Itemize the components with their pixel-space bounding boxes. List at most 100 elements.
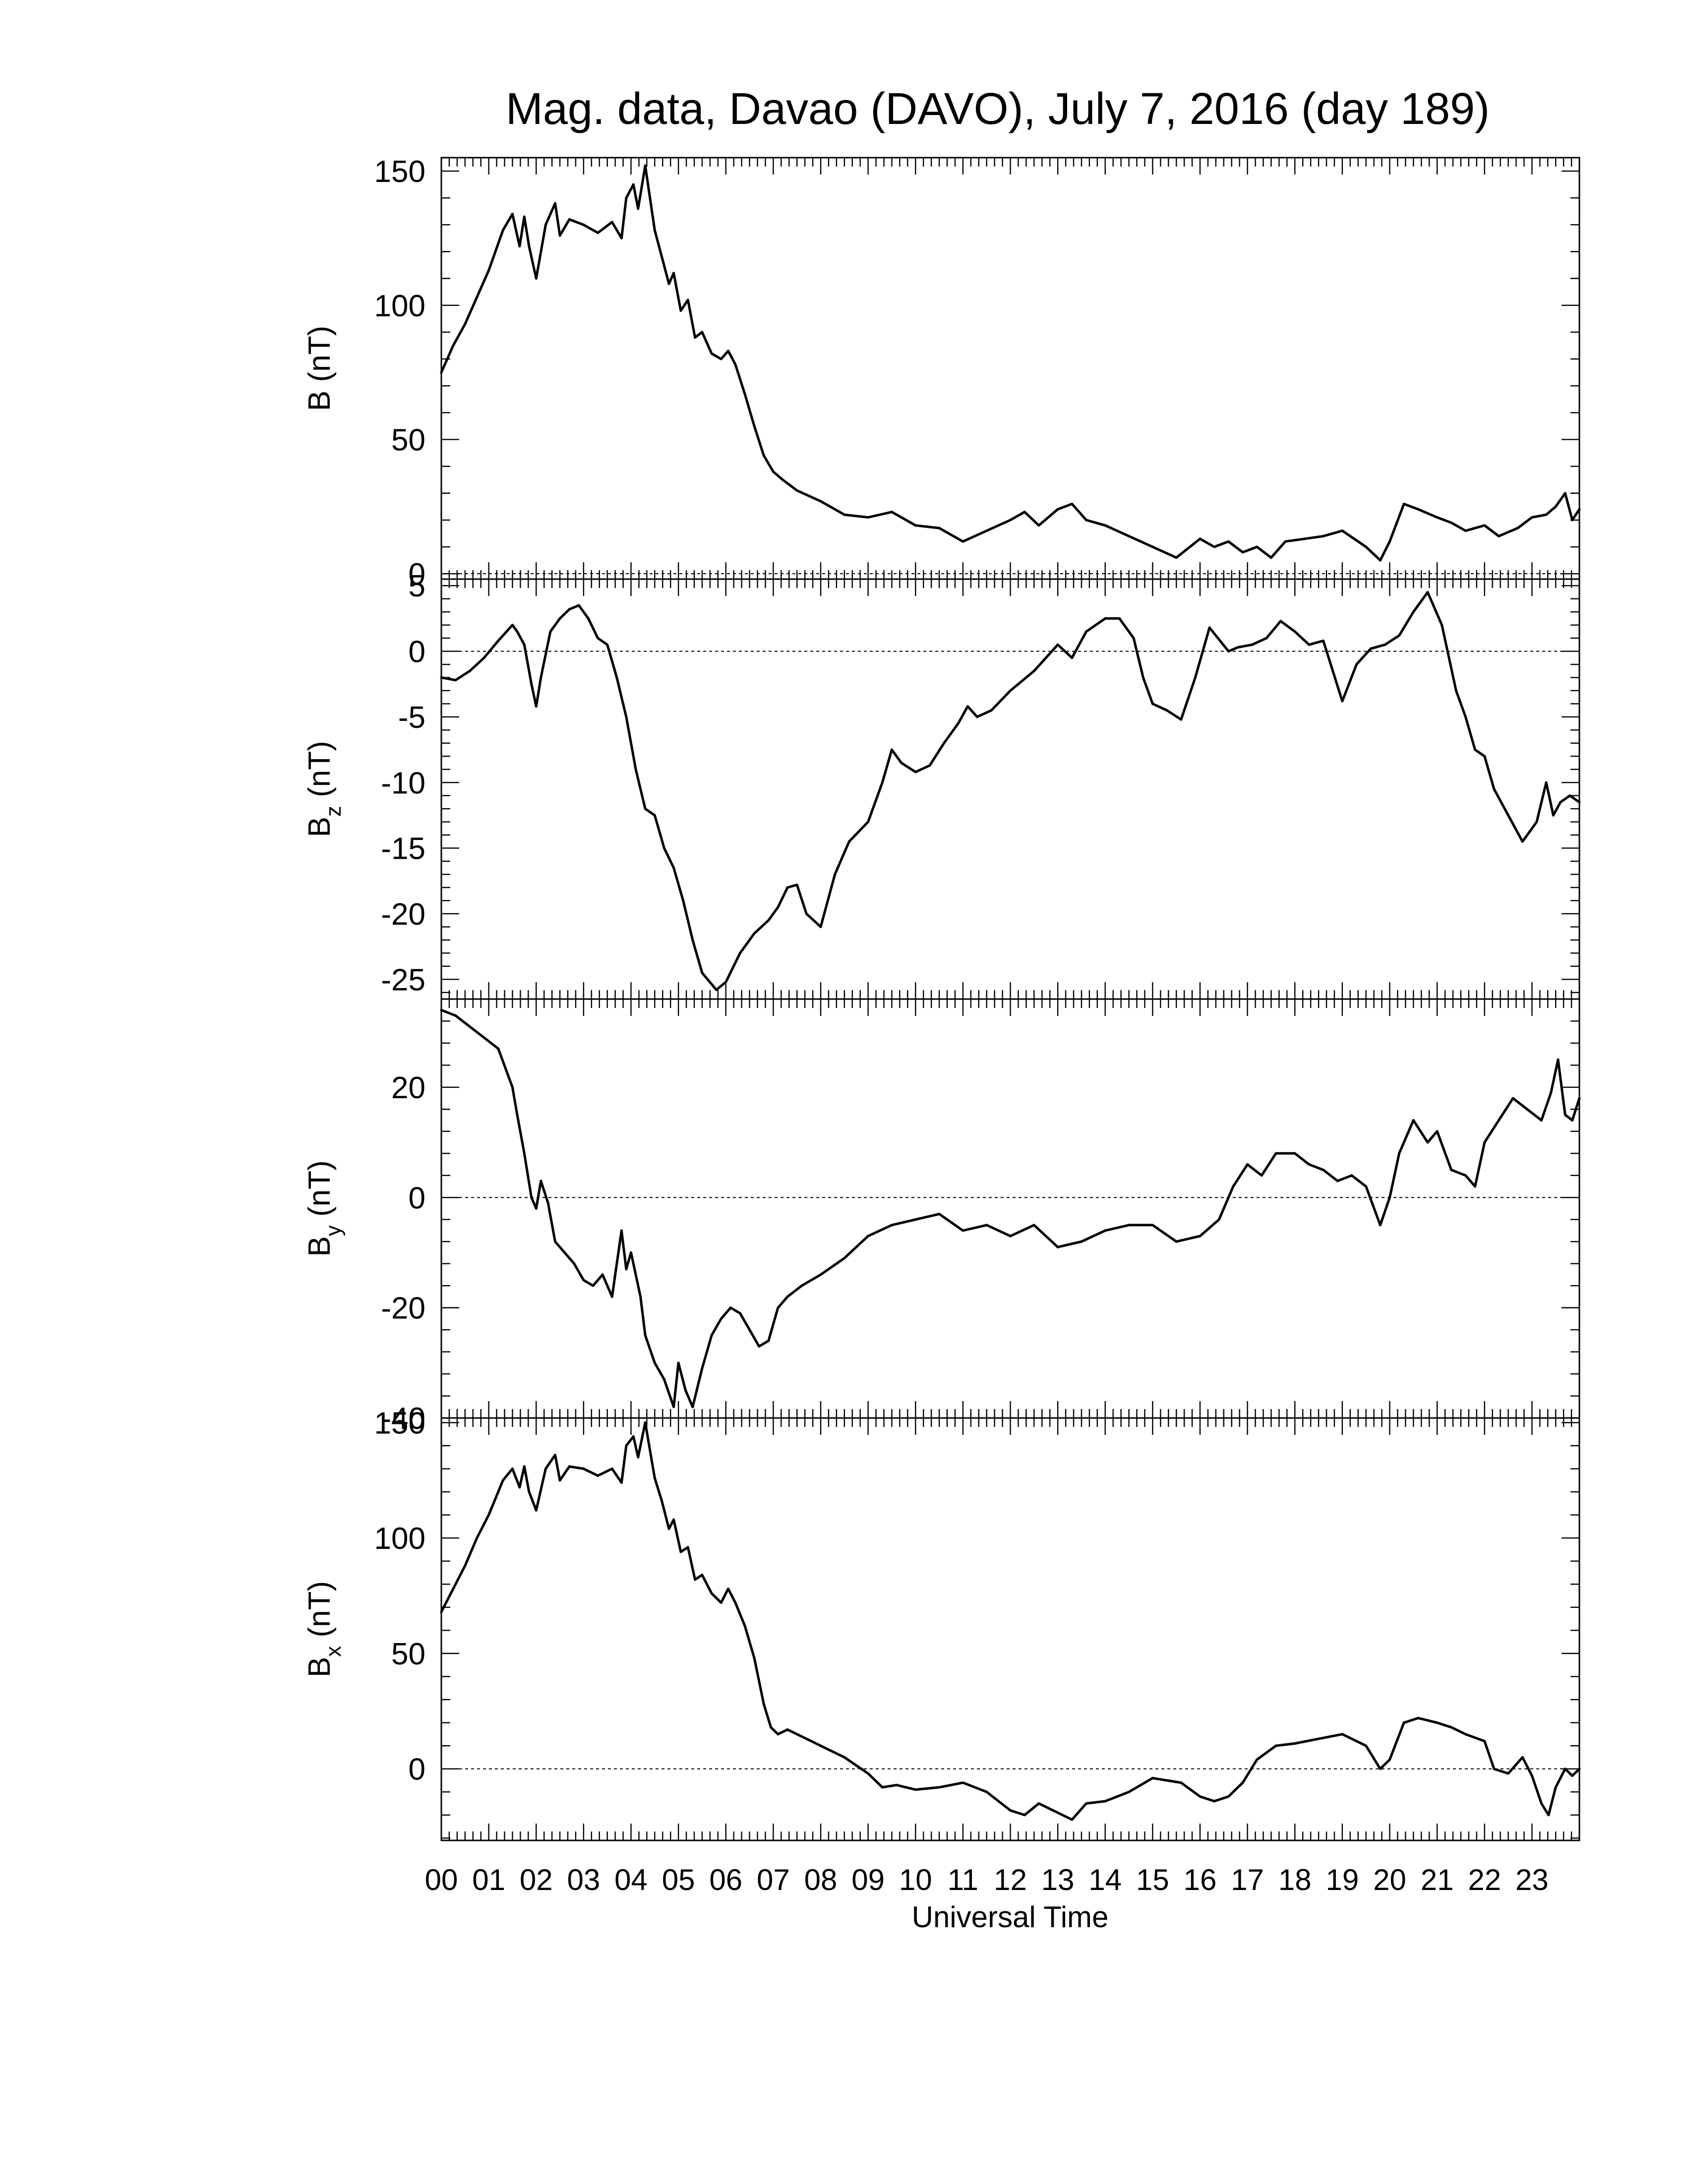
data-point-By <box>1336 1180 1339 1182</box>
data-point-B <box>1322 534 1325 537</box>
data-point-Bx <box>1436 1721 1439 1724</box>
data-point-Bz <box>1308 643 1311 646</box>
y-tick-label-Bz: 5 <box>409 569 425 603</box>
data-point-By <box>843 1257 846 1260</box>
data-point-Bx <box>1128 1790 1131 1793</box>
data-point-By <box>720 1317 723 1320</box>
data-point-Bx <box>1493 1768 1496 1771</box>
x-tick-label: 17 <box>1231 1863 1264 1896</box>
data-point-By <box>653 1361 656 1364</box>
data-point-Bx <box>1085 1802 1087 1805</box>
data-point-Bx <box>753 1656 756 1659</box>
data-point-B <box>1037 524 1040 527</box>
data-point-Bx <box>743 1624 746 1627</box>
y-tick-label-By: -40 <box>381 1402 425 1436</box>
data-point-B <box>1516 527 1519 530</box>
data-point-B <box>554 202 556 205</box>
data-point-Bx <box>727 1588 730 1591</box>
data-point-Bx <box>568 1465 571 1468</box>
data-point-Bz <box>890 748 893 751</box>
y-tick-label-B: 150 <box>374 155 425 189</box>
data-point-B <box>710 352 713 355</box>
data-point-Bz <box>1071 656 1074 659</box>
data-point-Bz <box>1369 647 1372 650</box>
data-point-B <box>1365 545 1368 548</box>
data-point-Bz <box>1322 639 1325 642</box>
data-point-B <box>1571 519 1574 522</box>
x-tick-label: 08 <box>804 1863 838 1896</box>
data-point-B <box>914 524 917 527</box>
data-point-By <box>601 1273 604 1276</box>
data-point-B <box>772 470 775 473</box>
data-point-Bz <box>516 630 519 633</box>
data-point-B <box>1175 556 1178 559</box>
data-point-Bx <box>1521 1756 1524 1759</box>
data-point-Bz <box>1142 676 1144 679</box>
data-point-Bx <box>1402 1721 1405 1724</box>
data-point-Bz <box>928 764 931 767</box>
series-line-By <box>440 1008 1581 1409</box>
data-point-By <box>1274 1152 1277 1155</box>
data-point-Bx <box>523 1465 526 1468</box>
data-point-By <box>1412 1119 1415 1122</box>
data-point-B <box>1085 519 1087 522</box>
data-point-By <box>1497 1119 1500 1122</box>
data-point-By <box>1550 1091 1553 1094</box>
data-point-B <box>1213 545 1216 548</box>
data-point-Bz <box>1441 624 1444 627</box>
data-point-By <box>914 1218 917 1221</box>
data-point-B <box>1151 545 1154 548</box>
data-point-By <box>546 1201 549 1204</box>
data-point-B <box>610 221 613 224</box>
data-point-By <box>1483 1141 1486 1144</box>
x-tick-label: 19 <box>1326 1863 1359 1896</box>
data-point-Bx <box>843 1756 846 1759</box>
data-point-B <box>938 527 941 530</box>
data-point-By <box>630 1251 632 1254</box>
data-point-By <box>530 1196 533 1199</box>
y-tick-label-Bx: 100 <box>374 1522 425 1556</box>
data-point-Bx <box>464 1564 467 1567</box>
data-point-Bx <box>962 1781 964 1784</box>
data-point-B <box>1023 511 1026 514</box>
data-point-B <box>1071 502 1074 505</box>
data-point-B <box>1564 492 1566 495</box>
data-point-Bx <box>1530 1774 1533 1777</box>
data-point-B <box>1256 545 1259 548</box>
data-point-Bz <box>511 624 514 627</box>
data-point-B <box>1554 505 1557 508</box>
data-point-By <box>1175 1240 1178 1243</box>
data-point-Bz <box>1355 663 1358 666</box>
data-point-Bx <box>1365 1744 1368 1747</box>
data-point-Bx <box>777 1733 780 1736</box>
data-point-Bx <box>487 1514 490 1517</box>
data-point-Bz <box>558 617 561 620</box>
data-point-By <box>497 1047 500 1050</box>
data-point-By <box>1080 1240 1083 1243</box>
data-point-Bx <box>710 1592 713 1595</box>
data-point-Bx <box>1009 1809 1012 1812</box>
data-point-By <box>800 1284 803 1287</box>
y-axis-label-Bz: Bz (nT) <box>302 741 346 837</box>
data-point-B <box>762 454 765 457</box>
data-point-Bz <box>1056 643 1059 646</box>
data-point-Bx <box>644 1421 647 1424</box>
data-point-B <box>632 183 635 186</box>
data-point-Bx <box>1165 1779 1168 1782</box>
data-point-Bx <box>1023 1814 1026 1817</box>
data-point-Bz <box>1085 630 1087 633</box>
data-point-Bz <box>767 919 770 922</box>
data-point-Bx <box>1256 1758 1259 1761</box>
data-point-By <box>523 1152 526 1155</box>
data-point-Bz <box>1483 755 1486 758</box>
data-point-Bz <box>1493 788 1496 790</box>
data-point-Bx <box>667 1527 670 1530</box>
data-point-Bz <box>943 742 946 745</box>
data-point-B <box>1578 508 1581 511</box>
data-point-Bz <box>691 939 694 942</box>
data-point-Bx <box>452 1588 455 1591</box>
data-point-B <box>518 245 521 248</box>
data-point-By <box>1540 1119 1543 1122</box>
data-point-B <box>1303 537 1306 540</box>
data-point-By <box>511 1086 514 1089</box>
